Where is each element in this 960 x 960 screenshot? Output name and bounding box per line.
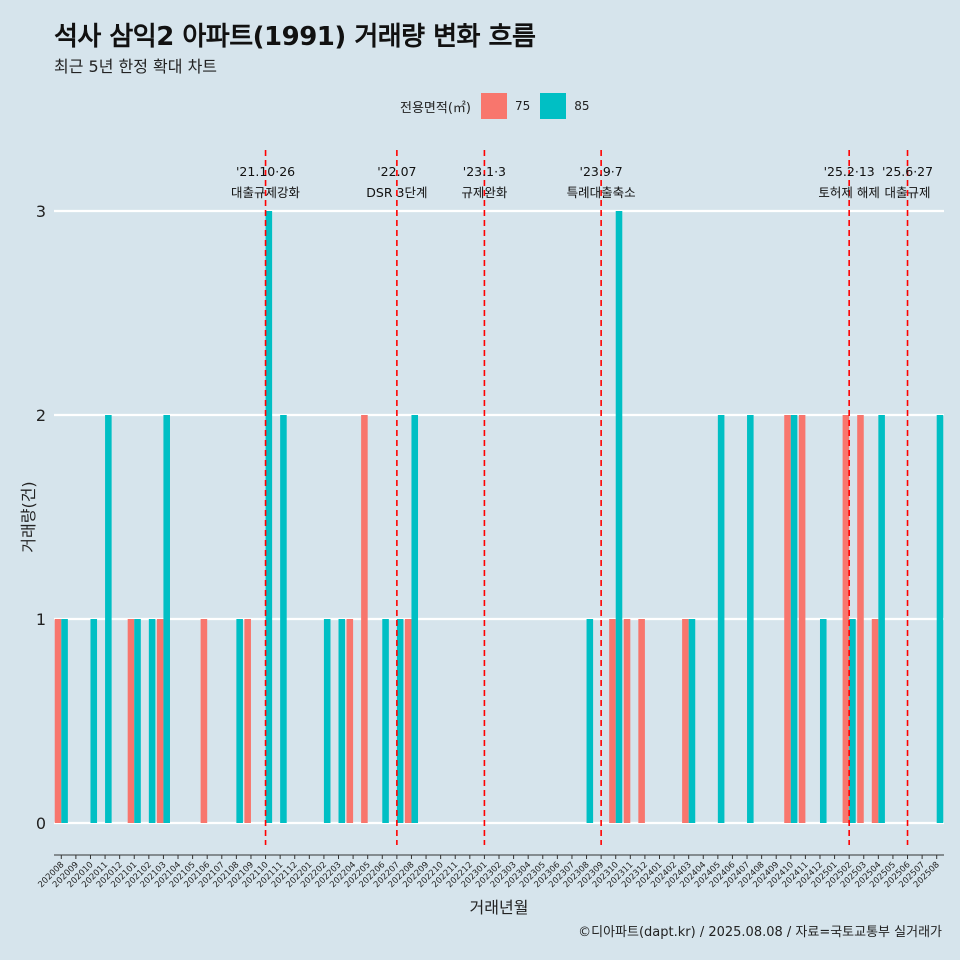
event-label: 규제완화 (461, 185, 508, 200)
bar-75 (54, 619, 62, 823)
bar-85 (163, 415, 170, 823)
bar-75 (346, 619, 354, 823)
bar-75 (842, 415, 850, 823)
bar-75 (784, 415, 791, 823)
event-date: '21.10·26 (236, 164, 295, 179)
bar-75 (156, 619, 164, 823)
event-label: DSR 3단계 (366, 185, 427, 200)
event-date: '22.07 (377, 164, 416, 179)
legend-label-75: 75 (514, 99, 531, 113)
y-tick-label: 0 (36, 814, 46, 833)
bar-85 (396, 619, 404, 823)
bar-75 (623, 619, 631, 823)
bar-85 (717, 415, 725, 823)
bar-75 (361, 415, 368, 823)
event-label: 특례대출축소 (567, 185, 636, 200)
bar-85 (849, 619, 856, 823)
y-tick-label: 2 (36, 406, 46, 425)
bar-85 (747, 415, 754, 823)
bar-85 (878, 415, 885, 823)
legend-swatch-75 (480, 93, 507, 119)
event-label: 대출규제강화 (231, 185, 301, 200)
bar-85 (790, 415, 798, 823)
event-date: '25.2·13 (824, 164, 875, 179)
caption: ©디아파트(dapt.kr) / 2025.08.08 / 자료=국토교통부 실… (578, 925, 942, 940)
bar-85 (61, 619, 68, 823)
legend-label-85: 85 (574, 99, 590, 113)
legend-title: 전용면적(㎡) (400, 100, 471, 116)
bar-75 (127, 619, 135, 823)
bar-85 (90, 619, 98, 823)
bar-85 (688, 619, 696, 823)
chart-subtitle: 최근 5년 한정 확대 차트 (54, 57, 218, 76)
y-axis-title: 거래량(건) (19, 481, 38, 552)
bar-85 (615, 211, 623, 823)
bar-75 (244, 619, 251, 823)
bar-85 (323, 619, 331, 823)
legend: 전용면적(㎡) 75 85 (400, 93, 600, 119)
event-date: '23.9·7 (580, 164, 623, 179)
event-label: 대출규제 (885, 185, 931, 200)
bar-85 (411, 415, 419, 823)
bar-85 (280, 415, 287, 823)
bar-85 (105, 415, 112, 823)
event-date: '25.6·27 (882, 164, 933, 179)
bar-85 (338, 619, 346, 823)
legend-swatch-85 (540, 93, 567, 119)
bar-85 (586, 619, 594, 823)
bar-75 (857, 415, 864, 823)
bar-85 (134, 619, 141, 823)
bar-85 (382, 619, 389, 823)
bar-85 (236, 619, 243, 823)
y-tick-label: 3 (36, 202, 46, 221)
y-tick-label: 1 (36, 610, 46, 629)
bar-85 (936, 415, 944, 823)
event-label: 토허제 해제 (818, 185, 879, 200)
bar-75 (871, 619, 879, 823)
bar-75 (682, 619, 689, 823)
event-date: '23.1·3 (463, 164, 506, 179)
bar-85 (265, 211, 273, 823)
bar-75 (798, 415, 806, 823)
bar-75 (200, 619, 208, 823)
chart-title: 석사 삼익2 아파트(1991) 거래량 변화 흐름 (54, 22, 536, 52)
bar-75 (609, 619, 616, 823)
x-axis-title: 거래년월 (470, 898, 529, 917)
bar-85 (819, 619, 827, 823)
bar-75 (404, 619, 412, 823)
bar-85 (148, 619, 156, 823)
bar-75 (638, 619, 645, 823)
